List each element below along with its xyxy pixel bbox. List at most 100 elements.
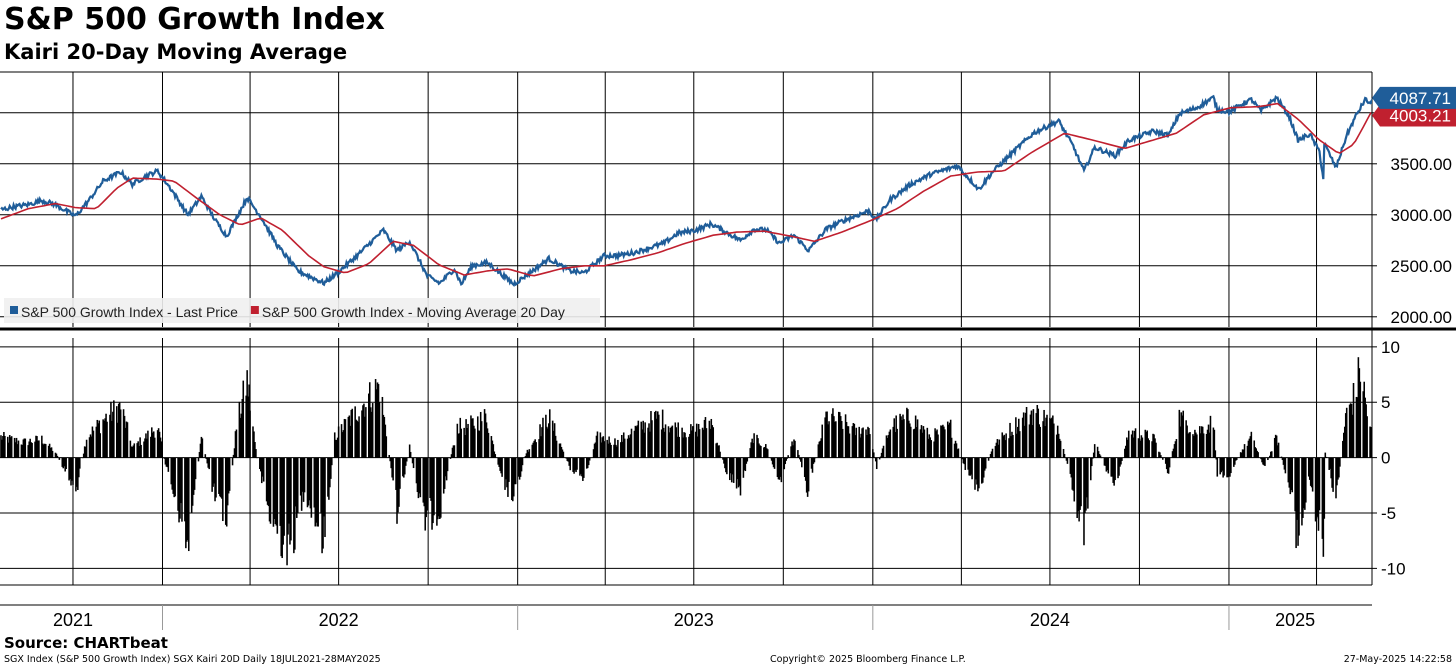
kairi-bar (769, 457, 772, 459)
kairi-bar (184, 457, 186, 522)
kairi-bar (43, 444, 45, 458)
kairi-bar (1071, 457, 1074, 490)
kairi-bar (1318, 457, 1321, 511)
kairi-bar (348, 415, 351, 458)
kairi-bar (112, 411, 114, 458)
kairi-bar (957, 448, 960, 458)
kairi-bar (1356, 397, 1359, 458)
kairi-bar (1331, 457, 1333, 488)
kairi-bar (70, 457, 72, 486)
kairi-histogram (0, 357, 1372, 566)
kairi-bar (144, 438, 146, 458)
kairi-bar (648, 423, 650, 458)
kairi-bar (1240, 452, 1243, 458)
kairi-bar (1301, 457, 1303, 526)
kairi-bar (703, 419, 706, 458)
kairi-bar (242, 380, 245, 458)
kairi-bar (390, 457, 392, 469)
kairi-bar (1273, 437, 1276, 458)
kairi-bar (248, 384, 250, 458)
kairi-bar (417, 457, 420, 499)
kairi-bar (115, 406, 118, 458)
kairi-bar (729, 457, 732, 474)
kairi-bar (507, 457, 509, 497)
kairi-bar (793, 439, 795, 458)
kairi-bar (1229, 457, 1231, 477)
kairi-bar (1349, 403, 1352, 458)
kairi-bar (276, 457, 279, 534)
kairi-bar (1124, 448, 1126, 458)
kairi-bar (1132, 437, 1135, 458)
kairi-bar (1008, 438, 1010, 458)
kairi-bar (879, 456, 882, 458)
kairi-bar (594, 442, 597, 458)
kairi-bar (240, 413, 243, 458)
kairi-bar (344, 419, 347, 458)
kairi-bar (765, 448, 768, 458)
kairi-bar (266, 457, 269, 505)
kairi-bar (568, 457, 571, 466)
kairi-bar (1222, 457, 1224, 478)
kairi-bar (113, 400, 115, 458)
kairi-bar (581, 457, 583, 477)
kairi-bar (1018, 418, 1020, 458)
kairi-bar (730, 457, 733, 483)
kairi-bar (615, 444, 617, 458)
kairi-bar (827, 424, 829, 458)
kairi-bar (851, 426, 854, 458)
kairi-bar (1303, 457, 1305, 509)
kairi-bar (245, 395, 247, 458)
kairi-bar (814, 457, 817, 459)
kairi-bar (1092, 452, 1095, 458)
kairi-bar (916, 419, 919, 458)
kairi-bar (36, 436, 38, 458)
kairi-bar (1133, 430, 1136, 458)
kairi-bar (579, 457, 581, 476)
kairi-bar (361, 410, 363, 458)
kairi-bar (1097, 451, 1100, 458)
kairi-tick-label: 5 (1381, 393, 1390, 412)
kairi-bar (1005, 433, 1007, 458)
kairi-bar (595, 435, 598, 458)
kairi-bar (621, 441, 624, 458)
kairi-bar (764, 446, 766, 458)
kairi-bar (511, 457, 513, 501)
kairi-bar (1296, 457, 1298, 520)
kairi-bar (1234, 457, 1236, 465)
kairi-bar (370, 411, 373, 458)
year-label: 2023 (674, 610, 714, 630)
kairi-bar (902, 414, 904, 458)
kairi-bar (14, 442, 17, 458)
kairi-bar (1032, 409, 1035, 458)
kairi-bar (1139, 440, 1142, 458)
kairi-bar (1072, 457, 1075, 491)
kairi-bar (1113, 457, 1115, 486)
kairi-bar (1202, 433, 1205, 458)
kairi-bar (701, 427, 704, 458)
kairi-bar (425, 457, 427, 518)
source-note: Source: CHARTbeat (4, 634, 168, 652)
legend-label: S&P 500 Growth Index - Last Price (21, 304, 238, 320)
kairi-bar (935, 431, 937, 458)
kairi-bar (1233, 457, 1235, 467)
kairi-bar (274, 457, 277, 525)
kairi-bar (1110, 457, 1113, 477)
kairi-bar (532, 442, 535, 458)
kairi-bar (773, 457, 776, 469)
kairi-bar (151, 432, 154, 458)
kairi-bar (1247, 440, 1250, 458)
legend-label: S&P 500 Growth Index - Moving Average 20… (262, 304, 565, 320)
kairi-bar (1042, 421, 1044, 458)
kairi-bar (457, 433, 460, 458)
kairi-bar (231, 457, 234, 466)
kairi-bar (759, 445, 761, 458)
kairi-bar (426, 457, 428, 511)
kairi-bar (555, 440, 558, 458)
year-label: 2021 (53, 610, 93, 630)
kairi-bar (900, 416, 902, 458)
kairi-bar (1355, 396, 1358, 458)
kairi-bar (1281, 457, 1284, 461)
kairi-bar (671, 425, 674, 458)
kairi-bar (180, 457, 182, 504)
kairi-bar (719, 451, 721, 458)
